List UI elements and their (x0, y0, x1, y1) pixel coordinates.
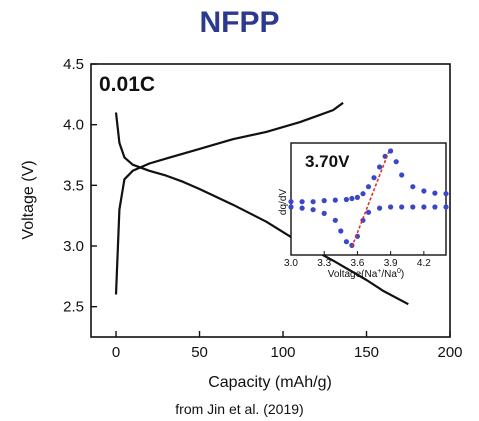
inset-peak-label: 3.70V (305, 152, 350, 171)
y-axis-ticks: 2.5 3.0 3.5 4.0 4.5 (63, 56, 97, 316)
inset-x-tick-label: 3.0 (284, 258, 298, 269)
inset-discharge-point (321, 210, 327, 216)
voltage-curves (114, 101, 409, 306)
inset-charge-point (388, 148, 394, 154)
y-tick-label: 3.5 (63, 177, 84, 194)
inset-discharge-point (421, 204, 427, 210)
inset-charge-point (399, 172, 405, 178)
inset-discharge-point (343, 239, 349, 245)
inset-x-tick-label: 4.2 (417, 258, 431, 269)
y-tick-label: 4.0 (63, 117, 84, 134)
y-axis-label: Voltage (V) (20, 160, 37, 239)
inset-x-tick-label: 3.6 (350, 258, 364, 269)
inset-charge-point (365, 184, 372, 190)
inset-frame (290, 142, 447, 256)
inset-charge-point (443, 191, 449, 197)
inset-charge-point (410, 184, 416, 190)
inset-discharge-point (399, 204, 405, 210)
x-tick-label: 0 (112, 344, 120, 361)
inset-charge-point (321, 198, 327, 204)
x-tick-label: 100 (271, 344, 296, 361)
inset-charge-point (377, 164, 383, 170)
inset-charge-point (360, 191, 366, 197)
inset-discharge-point (410, 204, 416, 210)
y-tick-label: 3.0 (63, 238, 84, 255)
inset-discharge-point (443, 204, 449, 210)
inset-y-label: dq/dV (278, 189, 289, 215)
inset-charge-point (288, 199, 294, 205)
inset-discharge-point (299, 205, 305, 211)
source-caption: from Jin et al. (2019) (175, 401, 304, 417)
inset-discharge-point (338, 228, 344, 234)
inset-x-label: Voltage(Na+/Na0) (328, 268, 404, 280)
inset-charge-point (421, 188, 427, 194)
inset-discharge-point (310, 207, 316, 213)
x-axis-ticks: 0 50 100 150 200 (112, 331, 463, 361)
inset-discharge-point (365, 209, 372, 215)
inset-discharge-point (388, 204, 394, 210)
x-tick-label: 200 (437, 344, 462, 361)
x-tick-label: 150 (354, 344, 379, 361)
rate-label: 0.01C (99, 73, 155, 96)
y-tick-label: 2.5 (63, 299, 84, 316)
inset-discharge-point (288, 204, 294, 210)
chart-title: NFPP (199, 6, 280, 39)
charge-curve (114, 101, 344, 295)
inset-fit-line (351, 152, 390, 248)
inset-charge-point (299, 199, 305, 205)
inset-dqdv-plot: 3.70V dq/dV Voltage(Na+/Na0) 3.0 3.3 3.6 3.… (278, 142, 449, 280)
inset-charge-point (332, 197, 338, 203)
inset-charge-point (354, 194, 360, 200)
inset-x-ticks: 3.0 3.3 3.6 3.9 4.2 (284, 251, 431, 269)
inset-charge-point (310, 199, 316, 205)
inset-discharge-point (377, 205, 383, 211)
discharge-curve (114, 112, 409, 306)
inset-charge-point (393, 159, 399, 165)
inset-charge-point (432, 190, 438, 196)
plot-frame (90, 63, 451, 338)
inset-data-points (288, 148, 449, 248)
inset-discharge-point (332, 217, 338, 223)
inset-discharge-point (432, 204, 438, 210)
x-tick-label: 50 (191, 344, 208, 361)
inset-x-tick-label: 3.3 (317, 258, 331, 269)
y-tick-label: 4.5 (63, 56, 84, 73)
x-axis-label: Capacity (mAh/g) (208, 374, 332, 391)
inset-charge-point (371, 175, 377, 181)
inset-charge-point (349, 195, 355, 202)
inset-charge-point (343, 196, 349, 203)
inset-x-tick-label: 3.9 (384, 258, 398, 269)
